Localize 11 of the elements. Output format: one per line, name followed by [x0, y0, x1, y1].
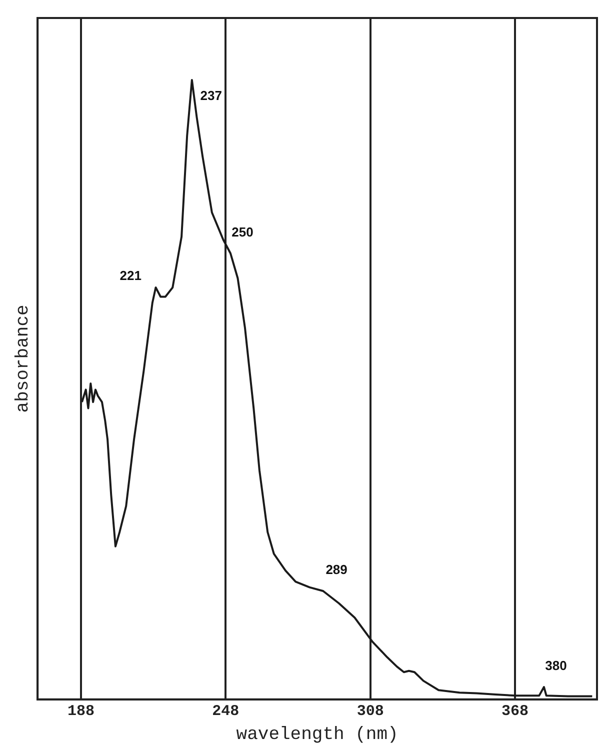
annotation: 250: [232, 224, 254, 240]
annotation: 221: [120, 268, 142, 283]
annotation: 289: [326, 562, 348, 578]
y-axis-title: absorbance: [14, 304, 34, 413]
annotation: 380: [545, 658, 567, 674]
x-tick-label: 248: [212, 703, 240, 720]
x-tick-label: 188: [67, 703, 95, 720]
x-tick-label: 368: [502, 703, 529, 720]
annotation: 237: [200, 88, 222, 104]
x-axis-title: wavelength (nm): [236, 724, 398, 745]
x-tick-label: 308: [356, 703, 384, 720]
